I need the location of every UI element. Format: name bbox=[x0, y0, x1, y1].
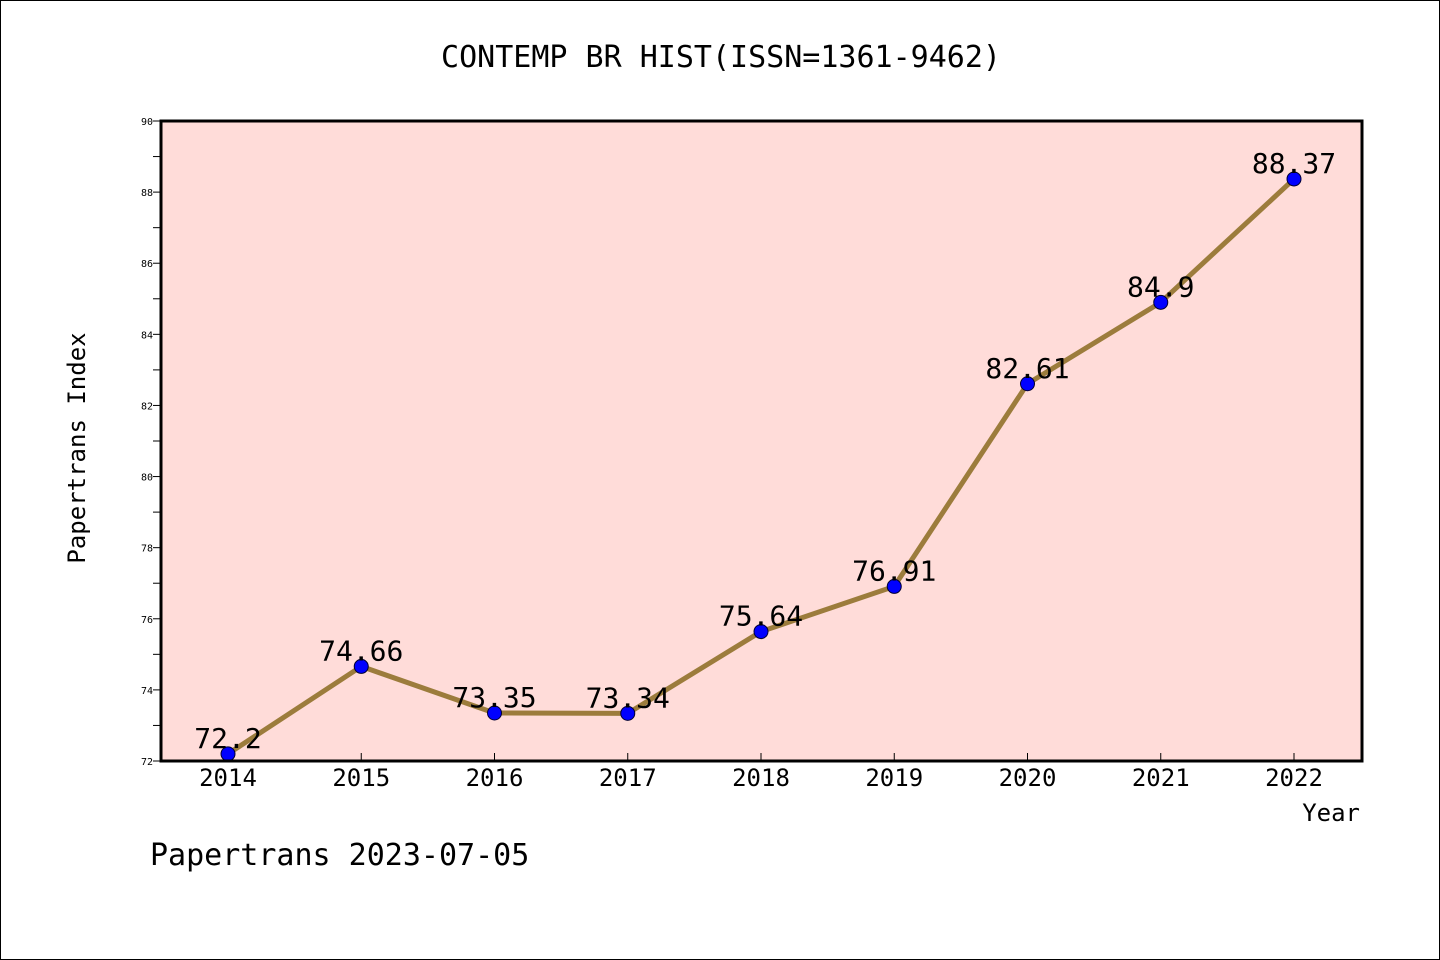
y-axis-ticks: 72 74 76 78 80 82 84 86 88 90 bbox=[141, 117, 161, 768]
y-tick-label: 72 bbox=[141, 757, 153, 768]
data-point bbox=[753, 624, 769, 640]
y-tick-label: 82 bbox=[141, 401, 153, 412]
y-tick-label: 76 bbox=[141, 615, 153, 626]
data-label: 74.66 bbox=[319, 634, 403, 667]
x-tick-label: 2020 bbox=[999, 764, 1057, 792]
data-label: 72.2 bbox=[194, 722, 261, 755]
y-tick-label: 78 bbox=[141, 544, 153, 555]
y-axis-label: Papertrans Index bbox=[63, 332, 91, 563]
plot-area bbox=[161, 121, 1362, 761]
data-label: 84.9 bbox=[1127, 270, 1194, 303]
plot-frame bbox=[159, 119, 1364, 763]
data-point bbox=[1153, 294, 1169, 310]
footer-text: Papertrans 2023-07-05 bbox=[150, 838, 529, 873]
x-tick-label: 2015 bbox=[332, 764, 390, 792]
data-label: 82.61 bbox=[985, 352, 1069, 385]
data-label: 76.91 bbox=[852, 554, 936, 587]
chart-title: CONTEMP BR HIST(ISSN=1361-9462) bbox=[441, 40, 1001, 75]
x-tick-label: 2022 bbox=[1265, 764, 1323, 792]
y-tick-label: 84 bbox=[141, 330, 153, 341]
data-labels-layer: 72.2 74.66 73.35 73.34 75.64 76.91 82.61 84.9 88… bbox=[194, 147, 1336, 755]
x-tick-label: 2017 bbox=[599, 764, 657, 792]
x-tick-label: 2016 bbox=[466, 764, 524, 792]
data-point bbox=[886, 578, 902, 594]
y-tick-label: 74 bbox=[141, 686, 153, 697]
y-tick-label: 88 bbox=[141, 188, 153, 199]
y-tick-label: 90 bbox=[141, 117, 153, 128]
x-tick-label: 2019 bbox=[865, 764, 923, 792]
data-point bbox=[1020, 376, 1035, 392]
x-axis-label: Year bbox=[1302, 799, 1360, 827]
y-tick-label: 80 bbox=[141, 473, 153, 484]
data-point bbox=[1286, 171, 1302, 187]
data-label: 75.64 bbox=[719, 600, 803, 633]
data-label: 73.34 bbox=[586, 681, 670, 714]
data-label: 73.35 bbox=[452, 681, 536, 714]
y-tick-label: 86 bbox=[141, 259, 153, 270]
data-label: 88.37 bbox=[1252, 147, 1336, 180]
x-tick-label: 2014 bbox=[199, 764, 257, 792]
data-point bbox=[353, 658, 369, 674]
series-layer bbox=[220, 171, 1302, 762]
data-point bbox=[487, 705, 502, 721]
x-tick-label: 2021 bbox=[1132, 764, 1190, 792]
data-point bbox=[620, 705, 636, 721]
x-tick-label: 2018 bbox=[732, 764, 790, 792]
